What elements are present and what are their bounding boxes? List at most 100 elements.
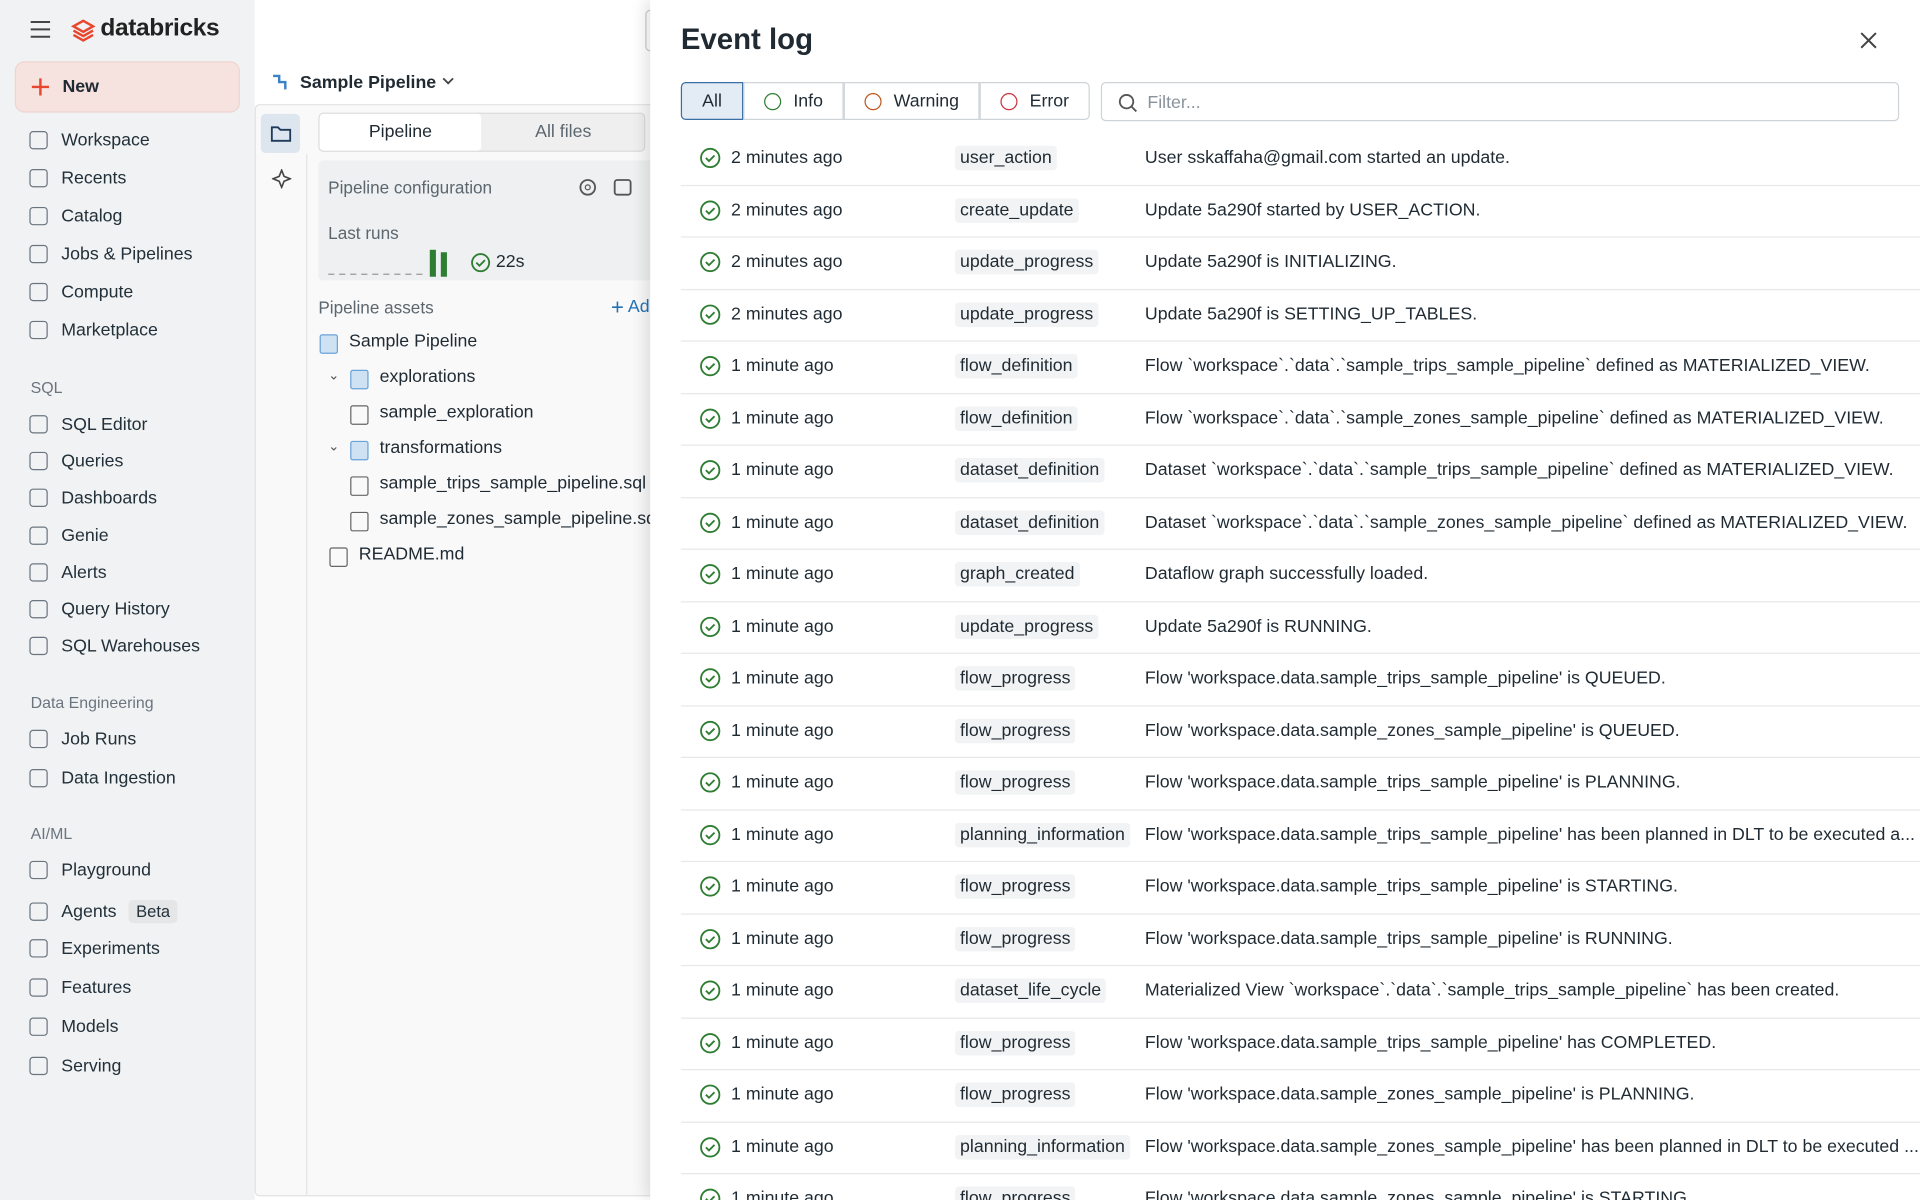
nav-item[interactable]: SQL Warehouses	[29, 636, 200, 657]
nav-item[interactable]: Data Ingestion	[29, 768, 176, 789]
nav-item[interactable]: Job Runs	[29, 729, 137, 750]
event-time: 2 minutes ago	[731, 304, 843, 324]
title-chevron[interactable]	[442, 77, 454, 87]
nav-label: Features	[61, 978, 132, 998]
nav-item[interactable]: Features	[29, 978, 131, 998]
event-row[interactable]: 1 minute ago flow_progress Flow 'workspace…	[681, 1173, 1920, 1200]
brand[interactable]: databricks	[100, 14, 220, 42]
nav-item[interactable]: Alerts	[29, 563, 107, 583]
nav-label: Recents	[61, 168, 127, 189]
nav-item[interactable]: Playground	[29, 860, 151, 880]
filter-tab[interactable]: Error	[979, 82, 1090, 120]
tree-label: explorations	[379, 367, 476, 387]
section-title: AI/ML	[30, 824, 73, 843]
nav-item[interactable]: Queries	[29, 452, 123, 472]
folder-icon	[319, 334, 338, 354]
event-row[interactable]: 2 minutes ago create_update Update 5a290f …	[680, 184, 1920, 238]
nav-item[interactable]: Marketplace	[29, 320, 158, 340]
status-icon	[700, 147, 721, 169]
event-row[interactable]: 1 minute ago dataset_life_cycle Materializ…	[680, 965, 1920, 1019]
status-icon	[700, 356, 721, 377]
nav-icon	[29, 320, 48, 340]
event-time: 1 minute ago	[731, 668, 834, 689]
rail-assistant[interactable]	[271, 168, 292, 189]
tab[interactable]: Pipeline	[319, 113, 482, 151]
nav-item[interactable]: Dashboards	[29, 489, 157, 509]
drawer-title: Event log	[680, 23, 814, 57]
nav-item[interactable]: Genie	[29, 526, 109, 546]
event-time: 1 minute ago	[731, 1032, 834, 1053]
tree-node[interactable]: sample_trips_sample_pipeline.sql	[350, 474, 646, 496]
config-label[interactable]: Pipeline configuration	[328, 177, 493, 198]
tab[interactable]: All files	[535, 122, 592, 143]
event-type: graph_created	[955, 562, 1080, 587]
event-row[interactable]: 2 minutes ago user_action User sskaffaha@g…	[680, 132, 1920, 186]
tree-node[interactable]: sample_exploration	[350, 403, 534, 425]
event-type: update_progress	[955, 614, 1099, 639]
event-row[interactable]: 1 minute ago flow_progress Flow 'workspace…	[680, 705, 1920, 758]
event-message: Update 5a290f is SETTING_UP_TABLES.	[1144, 304, 1478, 324]
event-row[interactable]: 2 minutes ago update_progress Update 5a290…	[680, 236, 1920, 290]
filter-tab[interactable]: Warning	[843, 82, 980, 120]
event-row[interactable]: 2 minutes ago update_progress Update 5a290…	[680, 288, 1920, 342]
event-row[interactable]: 1 minute ago planning_information Flow 'wo…	[680, 1121, 1920, 1175]
event-type: flow_progress	[955, 770, 1076, 795]
tree-node[interactable]: transformations	[350, 438, 502, 461]
tree-node[interactable]: README.md	[329, 545, 464, 567]
event-type: flow_progress	[955, 1186, 1076, 1200]
nav-icon	[29, 1056, 48, 1076]
new-button[interactable]: New	[14, 61, 240, 113]
nav-item[interactable]: Compute	[29, 282, 133, 302]
nav-icon	[29, 415, 48, 434]
filter-input[interactable]: Filter...	[1100, 82, 1900, 122]
status-icon	[700, 564, 721, 585]
event-row[interactable]: 1 minute ago planning_information Flow 'wo…	[680, 809, 1920, 863]
nav-label: Job Runs	[61, 729, 137, 750]
event-row[interactable]: 1 minute ago flow_progress Flow 'workspace…	[680, 1017, 1920, 1071]
event-row[interactable]: 1 minute ago flow_definition Flow `workspa…	[680, 392, 1920, 446]
status-icon	[700, 460, 721, 481]
event-row[interactable]: 1 minute ago flow_progress Flow 'workspace…	[680, 913, 1920, 967]
event-row[interactable]: 1 minute ago flow_progress Flow 'workspace…	[680, 653, 1920, 706]
tree-node[interactable]: Sample Pipeline	[319, 332, 477, 354]
nav-label: SQL Editor	[61, 415, 148, 435]
nav-item[interactable]: Serving	[29, 1056, 121, 1076]
status-icon	[700, 512, 721, 533]
chevron[interactable]: ⌄	[328, 439, 340, 455]
tree-node[interactable]: sample_zones_sample_pipeline.sql	[350, 509, 660, 532]
run-duration[interactable]: 22s	[495, 252, 525, 272]
event-row[interactable]: 1 minute ago update_progress Update 5a290f…	[680, 601, 1920, 654]
nav-item[interactable]: Agents Beta	[29, 900, 178, 924]
nav-icon	[29, 600, 48, 619]
nav-item[interactable]: Recents	[29, 168, 127, 189]
event-row[interactable]: 1 minute ago flow_progress Flow 'workspace…	[680, 1069, 1920, 1123]
event-message: Materialized View `workspace`.`data`.`sa…	[1144, 980, 1840, 1001]
nav-item[interactable]: Models	[29, 1017, 118, 1037]
event-row[interactable]: 1 minute ago dataset_definition Dataset `w…	[680, 444, 1920, 498]
nav-item[interactable]: Catalog	[29, 206, 122, 227]
event-row[interactable]: 1 minute ago dataset_definition Dataset `w…	[680, 497, 1920, 550]
nav-item[interactable]: Jobs & Pipelines	[29, 244, 192, 264]
nav-icon	[29, 206, 48, 226]
section-title: SQL	[30, 378, 63, 397]
event-row[interactable]: 1 minute ago graph_created Dataflow graph …	[680, 549, 1920, 602]
nav-item[interactable]: SQL Editor	[29, 415, 147, 435]
chevron[interactable]: ⌄	[328, 368, 340, 384]
event-type: planning_information	[955, 822, 1130, 847]
event-message: User sskaffaha@gmail.com started an upda…	[1144, 148, 1510, 168]
menu-icon[interactable]	[30, 21, 51, 38]
tree-node[interactable]: explorations	[350, 367, 476, 390]
settings-icon[interactable]	[577, 176, 599, 198]
close-button[interactable]	[1860, 32, 1877, 49]
nav-item[interactable]: Workspace	[29, 131, 150, 151]
event-row[interactable]: 1 minute ago flow_progress Flow 'workspace…	[680, 757, 1920, 810]
schedule-icon[interactable]	[612, 176, 634, 198]
filter-tab[interactable]: Info	[743, 82, 844, 120]
filter-tab[interactable]: All	[680, 82, 744, 120]
event-row[interactable]: 1 minute ago flow_definition Flow `workspa…	[680, 340, 1920, 394]
nav-item[interactable]: Experiments	[29, 939, 160, 959]
pipeline-title[interactable]: Sample Pipeline	[300, 73, 437, 94]
nav-item[interactable]: Query History	[29, 600, 170, 620]
rail-selected[interactable]	[260, 113, 300, 154]
event-row[interactable]: 1 minute ago flow_progress Flow 'workspace…	[680, 861, 1920, 915]
